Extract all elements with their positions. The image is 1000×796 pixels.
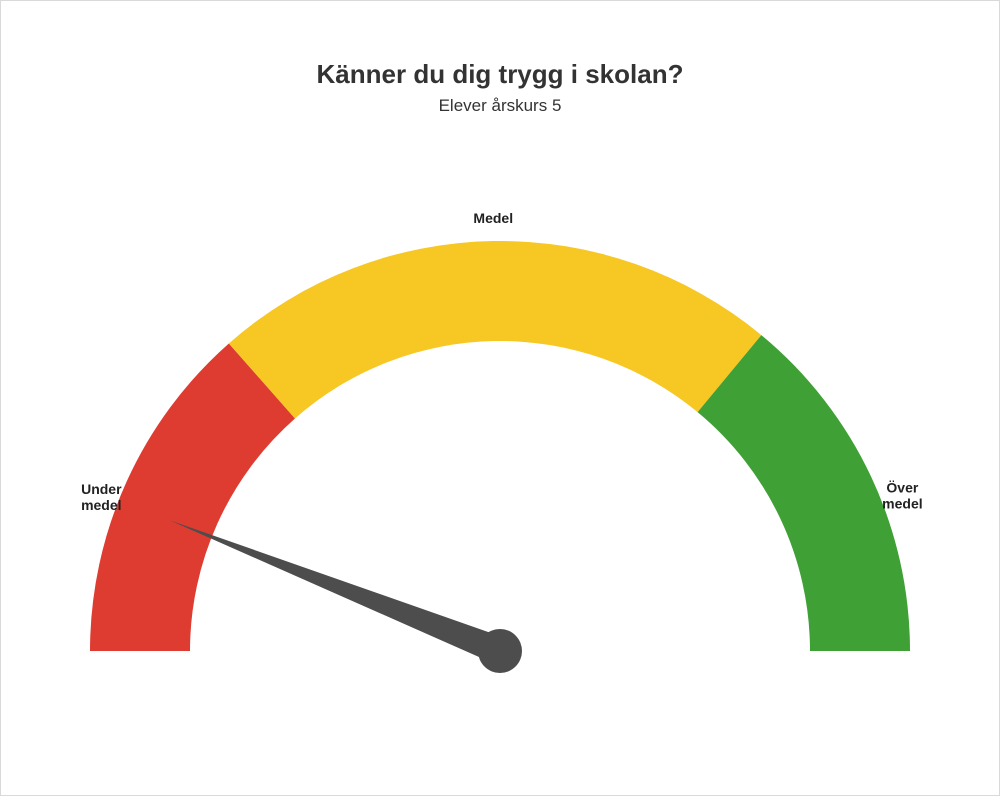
gauge-segment-label-2: Övermedel <box>882 479 922 511</box>
gauge-segment-label-0: Undermedel <box>81 481 122 513</box>
gauge-pivot <box>478 629 522 673</box>
gauge-needle <box>170 520 505 664</box>
titles-block: Känner du dig trygg i skolan? Elever års… <box>1 59 999 116</box>
gauge-svg: Undermedel Medel Övermedel <box>20 151 980 711</box>
gauge-chart: Undermedel Medel Övermedel <box>1 151 999 711</box>
chart-frame: Känner du dig trygg i skolan? Elever års… <box>0 0 1000 796</box>
gauge-segment-1 <box>229 241 761 418</box>
gauge-segment-label-1: Medel <box>473 210 513 226</box>
chart-subtitle: Elever årskurs 5 <box>1 96 999 116</box>
gauge-segment-2 <box>698 335 910 651</box>
chart-title: Känner du dig trygg i skolan? <box>1 59 999 90</box>
